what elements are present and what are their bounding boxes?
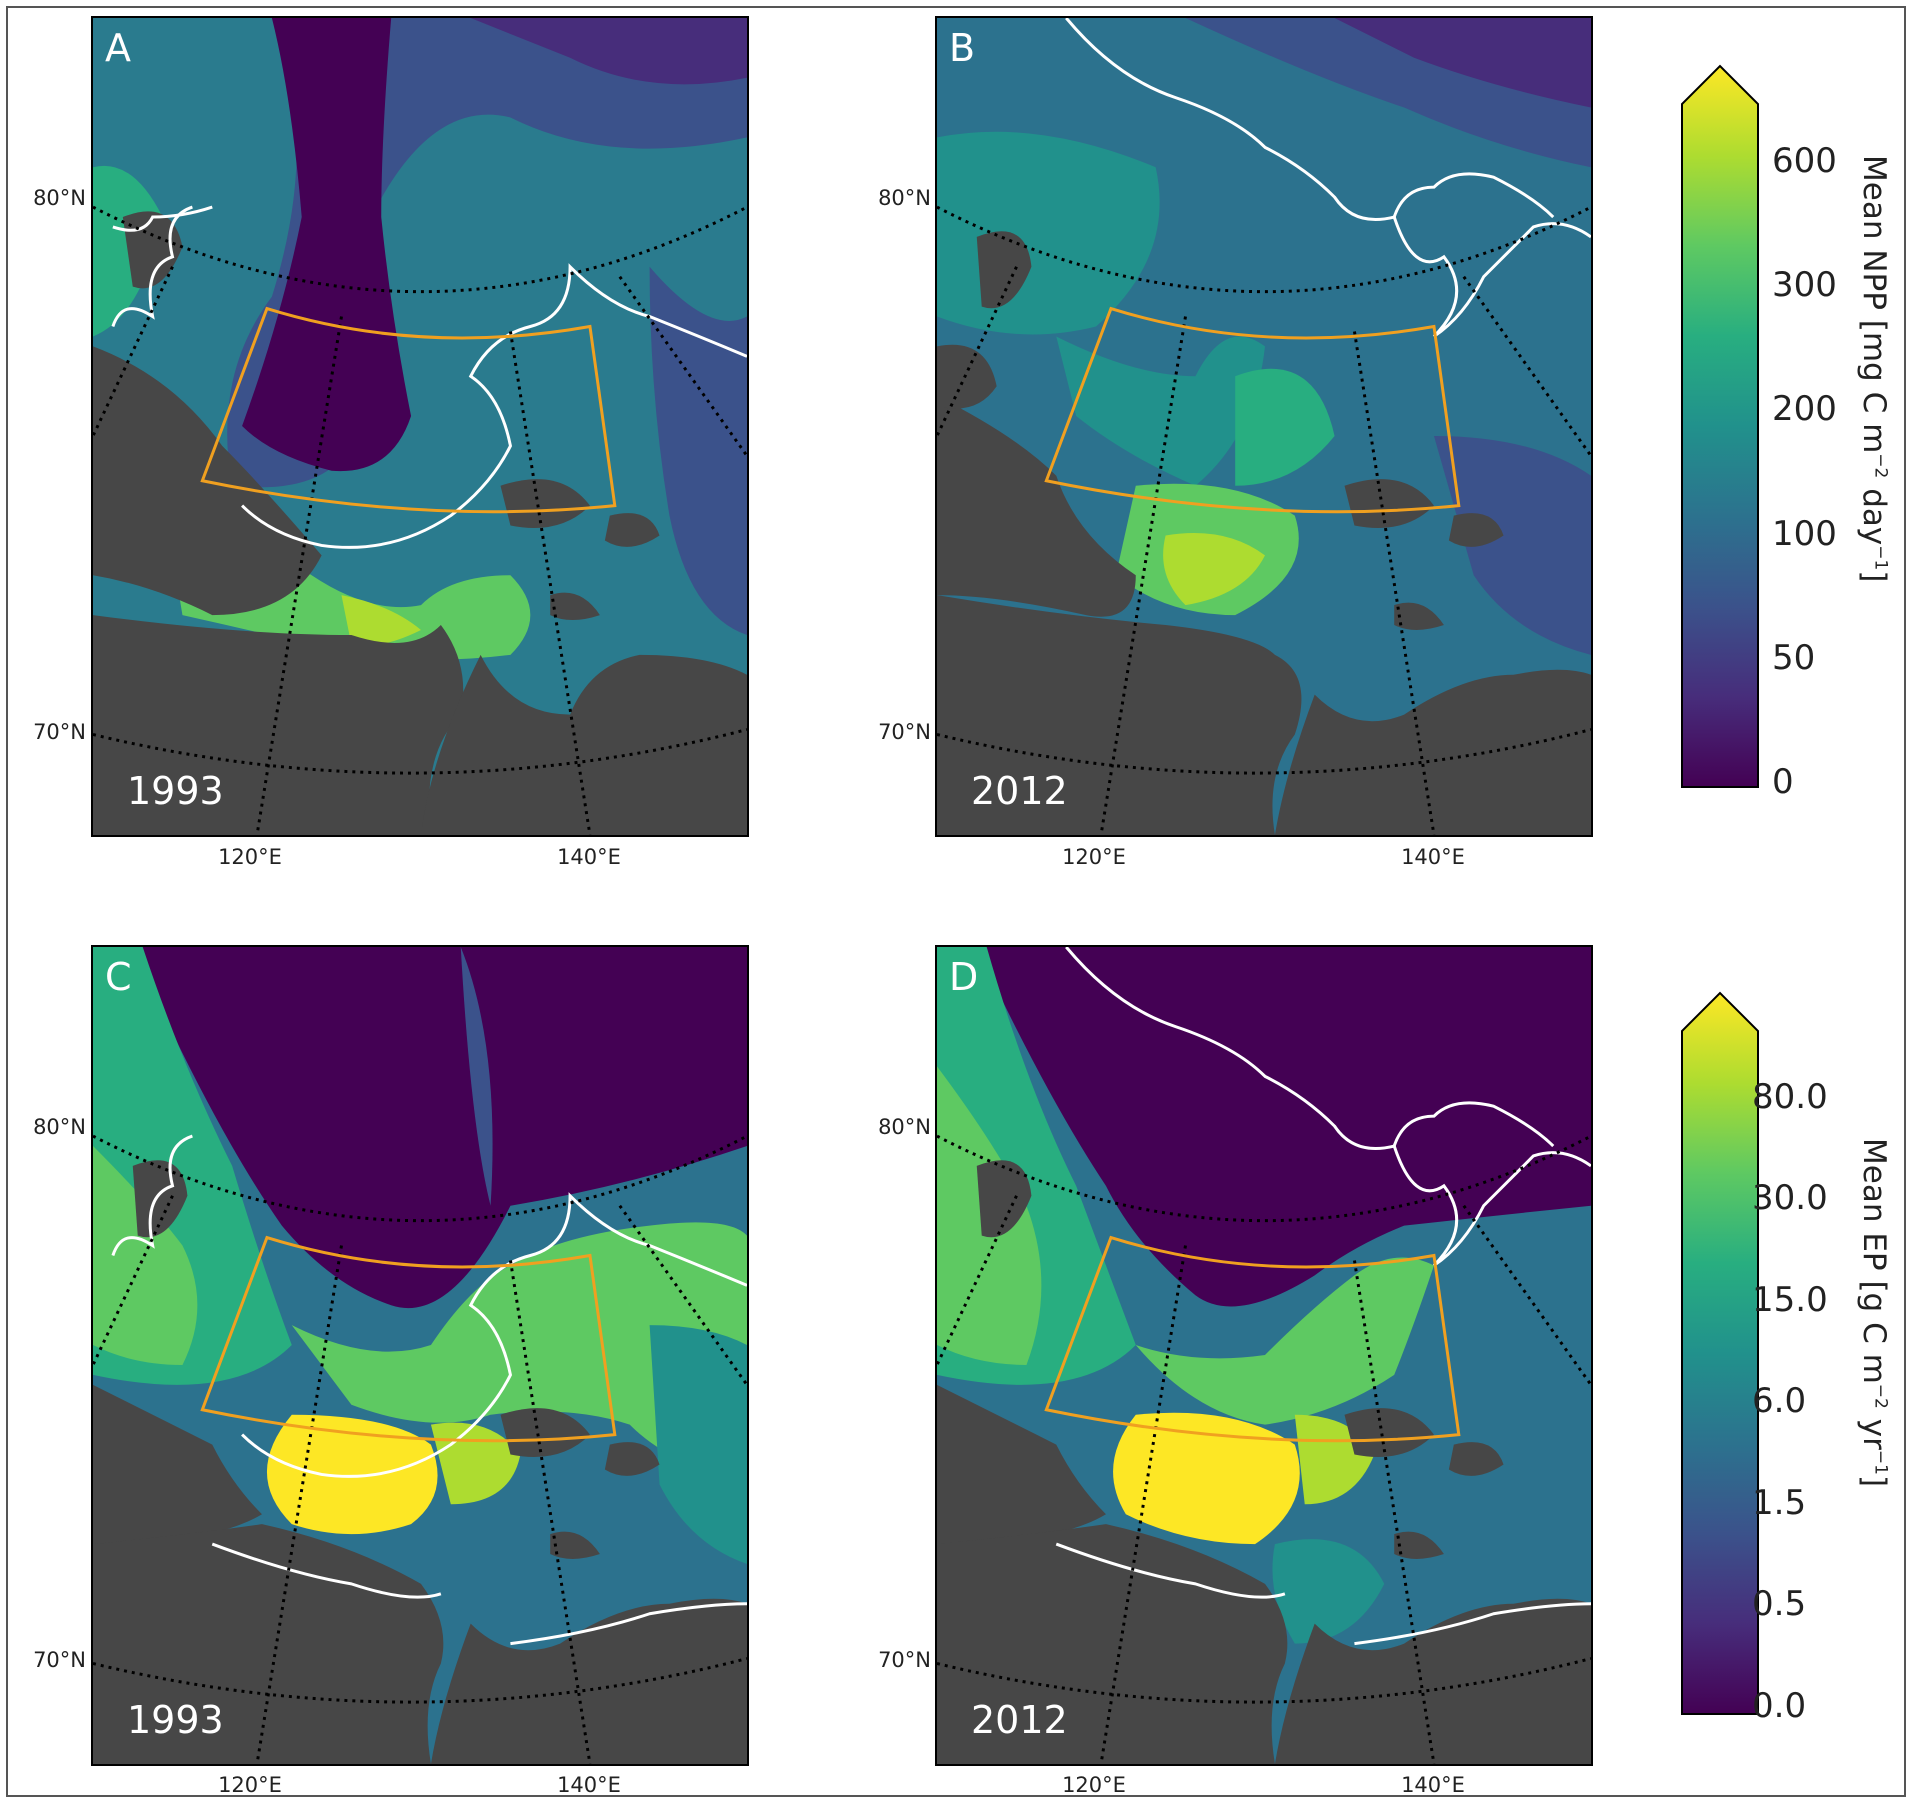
lon-label-120e-a: 120°E xyxy=(218,845,282,869)
npp-tick-0: 0 xyxy=(1772,762,1794,802)
lon-label-140e-c: 140°E xyxy=(557,1773,621,1797)
ep-tick-6: 6.0 xyxy=(1752,1381,1807,1421)
ep-tick-30: 30.0 xyxy=(1752,1178,1828,1218)
lon-label-120e-b: 120°E xyxy=(1062,845,1126,869)
lon-label-120e-c: 120°E xyxy=(218,1773,282,1797)
npp-1993-map xyxy=(93,18,747,835)
npp-tick-100: 100 xyxy=(1772,514,1837,554)
panel-label-d: D xyxy=(949,955,979,999)
ep-tick-15: 15.0 xyxy=(1752,1280,1828,1320)
npp-tick-200: 200 xyxy=(1772,389,1837,429)
npp-colorbar-title: Mean NPP [mg C m−2 day−1] xyxy=(1856,155,1892,583)
map-panel-d: D 2012 xyxy=(935,945,1593,1766)
ep-tick-1-5: 1.5 xyxy=(1752,1483,1807,1523)
panel-label-b: B xyxy=(949,26,976,70)
npp-2012-map xyxy=(937,18,1591,835)
lat-label-80n-b: 80°N xyxy=(878,186,931,210)
panel-label-a: A xyxy=(105,26,131,70)
ep-tick-0-5: 0.5 xyxy=(1752,1584,1807,1624)
lat-label-70n-d: 70°N xyxy=(878,1648,931,1672)
npp-tick-50: 50 xyxy=(1772,638,1816,678)
npp-colorbar xyxy=(1681,64,1759,788)
npp-tick-300: 300 xyxy=(1772,265,1837,305)
lat-label-80n-a: 80°N xyxy=(33,186,86,210)
lon-label-140e-d: 140°E xyxy=(1401,1773,1465,1797)
ep-colorbar xyxy=(1681,991,1759,1715)
figure-frame xyxy=(6,6,1906,1797)
npp-tick-600: 600 xyxy=(1772,141,1837,181)
lon-label-120e-d: 120°E xyxy=(1062,1773,1126,1797)
map-panel-c: C 1993 xyxy=(91,945,749,1766)
lon-label-140e-a: 140°E xyxy=(557,845,621,869)
panel-year-d: 2012 xyxy=(971,1698,1068,1742)
lat-label-80n-d: 80°N xyxy=(878,1115,931,1139)
ep-1993-map xyxy=(93,947,747,1764)
lat-label-70n-a: 70°N xyxy=(33,720,86,744)
ep-tick-80: 80.0 xyxy=(1752,1077,1828,1117)
panel-year-b: 2012 xyxy=(971,769,1068,813)
lat-label-80n-c: 80°N xyxy=(33,1115,86,1139)
lon-label-140e-b: 140°E xyxy=(1401,845,1465,869)
panel-label-c: C xyxy=(105,955,132,999)
ep-colorbar-title: Mean EP [g C m−2 yr−1] xyxy=(1856,1138,1892,1488)
lat-label-70n-b: 70°N xyxy=(878,720,931,744)
map-panel-b: B 2012 xyxy=(935,16,1593,837)
panel-year-a: 1993 xyxy=(127,769,224,813)
map-panel-a: A 1993 xyxy=(91,16,749,837)
ep-tick-0: 0.0 xyxy=(1752,1686,1807,1726)
panel-year-c: 1993 xyxy=(127,1698,224,1742)
ep-2012-map xyxy=(937,947,1591,1764)
lat-label-70n-c: 70°N xyxy=(33,1648,86,1672)
